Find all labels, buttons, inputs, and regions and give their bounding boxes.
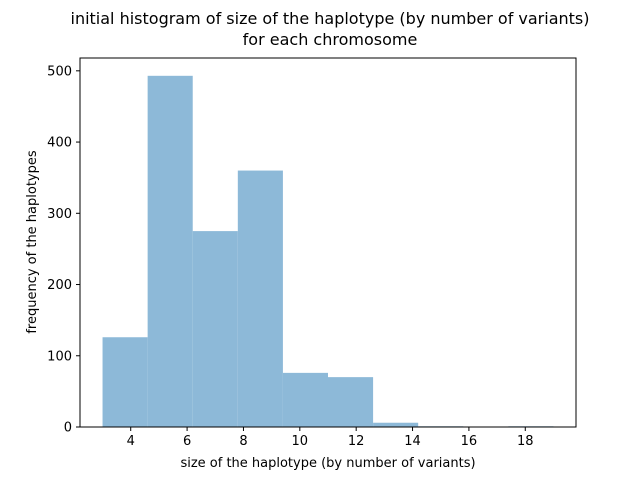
x-tick-label: 16	[461, 434, 478, 449]
x-tick-label: 8	[239, 434, 247, 449]
x-tick-label: 12	[348, 434, 365, 449]
chart-title-line-2: for each chromosome	[243, 30, 418, 49]
histogram-bar	[102, 337, 148, 427]
x-axis-label: size of the haplotype (by number of vari…	[180, 456, 475, 471]
y-tick-label: 500	[47, 64, 72, 79]
histogram-bar	[373, 422, 419, 427]
x-tick-label: 4	[127, 434, 135, 449]
x-axis-ticks: 4 6 8 10 12 14 16 18	[127, 427, 534, 449]
x-tick-label: 18	[517, 434, 534, 449]
y-tick-label: 400	[47, 136, 72, 151]
y-tick-label: 300	[47, 207, 72, 222]
histogram-bar	[192, 231, 238, 427]
y-axis-ticks: 0 100 200 300 400 500	[47, 64, 80, 436]
y-tick-label: 0	[64, 421, 72, 436]
plot-frame	[79, 57, 577, 428]
histogram-bar	[328, 377, 374, 427]
x-tick-label: 6	[183, 434, 191, 449]
chart-title-line-1: initial histogram of size of the haploty…	[71, 9, 590, 28]
x-tick-label: 10	[292, 434, 309, 449]
y-tick-label: 100	[47, 349, 72, 364]
x-tick-label: 14	[404, 434, 421, 449]
histogram-bar	[147, 75, 193, 427]
histogram-bar	[282, 372, 328, 427]
y-tick-label: 200	[47, 278, 72, 293]
histogram-bar	[237, 170, 283, 427]
y-axis-label: frequency of the haplotypes	[25, 150, 40, 334]
histogram-bars	[102, 75, 554, 428]
